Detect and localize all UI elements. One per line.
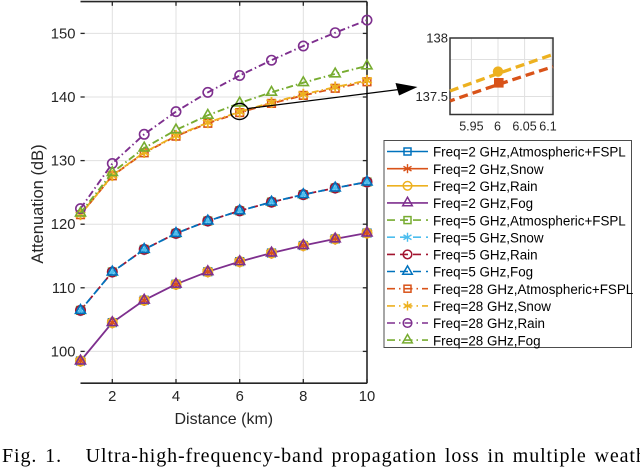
svg-text:Freq=2 GHz,Atmospheric+FSPL: Freq=2 GHz,Atmospheric+FSPL	[433, 145, 626, 160]
svg-text:8: 8	[299, 389, 307, 405]
svg-text:6.1: 6.1	[539, 120, 556, 134]
svg-text:Freq=5 GHz,Rain: Freq=5 GHz,Rain	[433, 248, 538, 263]
svg-text:140: 140	[51, 90, 76, 106]
svg-text:5.95: 5.95	[459, 120, 483, 134]
svg-text:110: 110	[52, 281, 76, 297]
svg-text:Freq=28 GHz,Atmospheric+FSPL: Freq=28 GHz,Atmospheric+FSPL	[433, 282, 633, 297]
svg-text:6: 6	[236, 389, 244, 405]
svg-text:2: 2	[108, 389, 116, 405]
svg-text:Freq=5 GHz,Snow: Freq=5 GHz,Snow	[433, 230, 544, 245]
svg-text:Freq=28 GHz,Fog: Freq=28 GHz,Fog	[433, 333, 541, 348]
svg-text:10: 10	[359, 389, 375, 405]
svg-text:130: 130	[51, 154, 76, 170]
svg-text:137.5: 137.5	[415, 89, 448, 104]
svg-text:6.05: 6.05	[512, 120, 536, 134]
svg-text:150: 150	[51, 26, 76, 42]
svg-text:120: 120	[51, 217, 76, 233]
svg-text:100: 100	[51, 344, 76, 360]
svg-text:Freq=5 GHz,Fog: Freq=5 GHz,Fog	[433, 265, 533, 280]
svg-text:Attenuation (dB): Attenuation (dB)	[29, 144, 47, 263]
svg-text:Freq=2 GHz,Rain: Freq=2 GHz,Rain	[433, 179, 538, 194]
svg-text:Freq=5 GHz,Atmospheric+FSPL: Freq=5 GHz,Atmospheric+FSPL	[433, 213, 626, 228]
svg-text:Freq=2 GHz,Fog: Freq=2 GHz,Fog	[433, 196, 533, 211]
svg-text:Distance (km): Distance (km)	[174, 411, 273, 428]
svg-text:6: 6	[494, 120, 501, 134]
svg-text:Freq=28 GHz,Rain: Freq=28 GHz,Rain	[433, 316, 545, 331]
svg-text:Freq=28 GHz,Snow: Freq=28 GHz,Snow	[433, 299, 551, 314]
svg-text:138: 138	[426, 31, 448, 46]
svg-text:Freq=2 GHz,Snow: Freq=2 GHz,Snow	[433, 162, 544, 177]
svg-text:4: 4	[172, 389, 180, 405]
